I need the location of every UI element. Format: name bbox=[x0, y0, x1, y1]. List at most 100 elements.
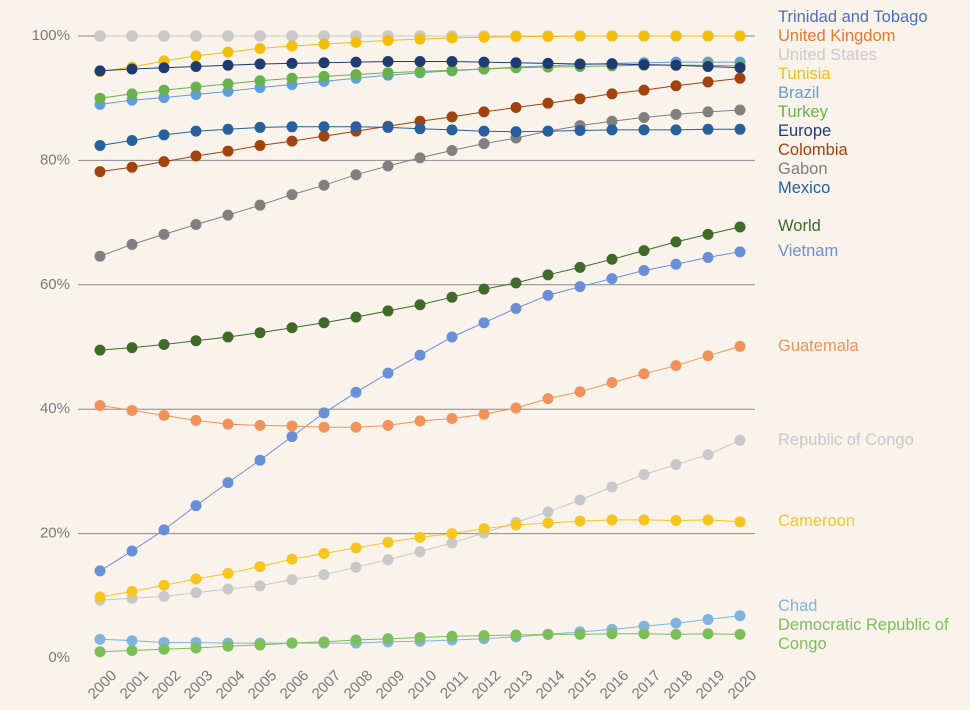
point bbox=[286, 72, 298, 84]
point bbox=[286, 135, 298, 147]
series bbox=[94, 56, 746, 77]
point bbox=[638, 264, 650, 276]
point bbox=[606, 253, 618, 265]
point bbox=[254, 42, 266, 54]
point bbox=[94, 65, 106, 77]
point bbox=[350, 69, 362, 81]
point bbox=[158, 409, 170, 421]
legend-label: United Kingdom bbox=[778, 27, 896, 45]
point bbox=[702, 123, 714, 135]
series bbox=[94, 221, 746, 356]
point bbox=[574, 281, 586, 293]
y-tick-label: 20% bbox=[40, 525, 70, 542]
point bbox=[158, 30, 170, 42]
point bbox=[670, 124, 682, 136]
x-tick-label: 2017 bbox=[629, 667, 665, 703]
legend-label: World bbox=[778, 217, 821, 236]
point bbox=[702, 514, 714, 526]
point bbox=[126, 63, 138, 75]
y-tick-label: 80% bbox=[40, 151, 70, 168]
point bbox=[606, 514, 618, 526]
point bbox=[222, 78, 234, 90]
point bbox=[670, 30, 682, 42]
point bbox=[414, 349, 426, 361]
point bbox=[350, 311, 362, 323]
point bbox=[414, 123, 426, 135]
legend-label: Turkey bbox=[778, 103, 828, 121]
point bbox=[606, 115, 618, 127]
x-tick-label: 2011 bbox=[437, 667, 472, 702]
point bbox=[318, 548, 330, 560]
series bbox=[94, 514, 746, 603]
point bbox=[606, 273, 618, 285]
point bbox=[702, 613, 714, 625]
y-tick-label: 100% bbox=[32, 27, 70, 44]
series bbox=[94, 340, 746, 433]
point bbox=[638, 245, 650, 257]
point bbox=[350, 169, 362, 181]
point bbox=[734, 221, 746, 233]
point bbox=[254, 75, 266, 87]
x-tick-label: 2008 bbox=[341, 667, 377, 703]
point bbox=[286, 30, 298, 42]
point bbox=[574, 628, 586, 640]
point bbox=[510, 302, 522, 314]
point bbox=[478, 31, 490, 43]
point bbox=[318, 30, 330, 42]
point bbox=[190, 587, 202, 599]
point bbox=[670, 459, 682, 471]
point bbox=[222, 209, 234, 221]
x-tick-label: 2004 bbox=[213, 667, 249, 703]
point bbox=[638, 628, 650, 640]
point bbox=[734, 62, 746, 74]
point bbox=[158, 129, 170, 141]
y-tick-label: 40% bbox=[40, 400, 70, 417]
point bbox=[254, 58, 266, 70]
point bbox=[382, 536, 394, 548]
point bbox=[446, 630, 458, 642]
point bbox=[702, 60, 714, 72]
point bbox=[446, 291, 458, 303]
y-tick-label: 0% bbox=[48, 649, 70, 666]
point bbox=[254, 327, 266, 339]
point bbox=[478, 56, 490, 68]
legend-label: Chad bbox=[778, 596, 818, 615]
point bbox=[222, 331, 234, 343]
point bbox=[126, 545, 138, 557]
x-tick-label: 2013 bbox=[501, 667, 537, 703]
point bbox=[94, 344, 106, 356]
point bbox=[382, 633, 394, 645]
point bbox=[702, 76, 714, 88]
x-tick-label: 2000 bbox=[85, 667, 121, 703]
point bbox=[606, 58, 618, 70]
point bbox=[350, 36, 362, 48]
legend-label: Europe bbox=[778, 122, 832, 140]
point bbox=[510, 402, 522, 414]
point bbox=[734, 628, 746, 640]
point bbox=[478, 125, 490, 137]
point bbox=[478, 106, 490, 118]
series bbox=[94, 246, 746, 577]
point bbox=[702, 30, 714, 42]
legend-label: Mexico bbox=[778, 179, 831, 197]
point bbox=[478, 630, 490, 642]
point bbox=[350, 421, 362, 433]
point bbox=[670, 236, 682, 248]
point bbox=[702, 106, 714, 118]
point bbox=[190, 150, 202, 162]
series bbox=[94, 434, 746, 606]
point bbox=[542, 31, 554, 43]
point bbox=[414, 631, 426, 643]
point bbox=[478, 408, 490, 420]
legend-label: Guatemala bbox=[778, 336, 859, 355]
point bbox=[606, 88, 618, 100]
point bbox=[350, 634, 362, 646]
point bbox=[542, 269, 554, 281]
point bbox=[158, 524, 170, 536]
point bbox=[638, 111, 650, 123]
point bbox=[222, 30, 234, 42]
point bbox=[478, 138, 490, 150]
point bbox=[542, 57, 554, 69]
point bbox=[638, 30, 650, 42]
point bbox=[318, 636, 330, 648]
